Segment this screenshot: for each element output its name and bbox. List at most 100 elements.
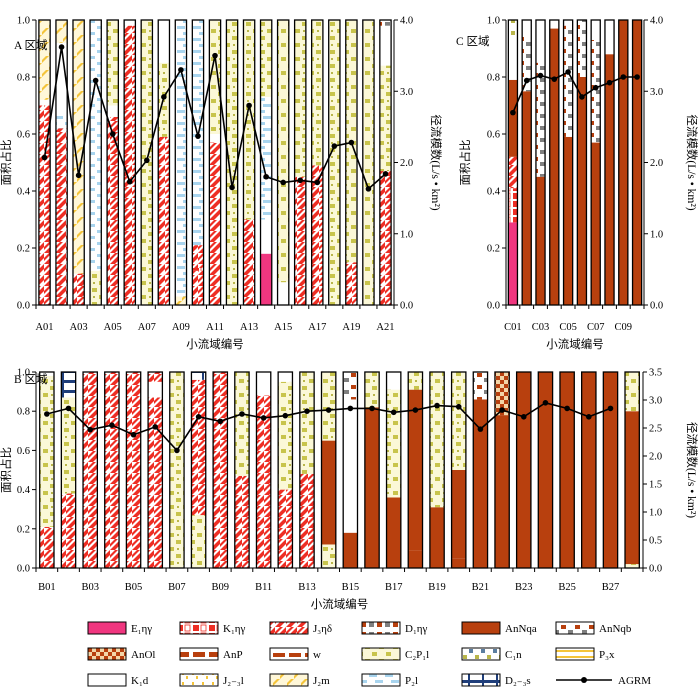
- bar-C01: [507, 19, 519, 306]
- agrm-point-A14: [263, 173, 269, 180]
- bar-segment-K1d: [522, 20, 532, 35]
- bar-segment-J3nd: [311, 165, 323, 305]
- legend-item-C2P1l: C₂P₁l: [361, 647, 429, 661]
- agrm-point-A20: [365, 186, 372, 192]
- agrm-point-B25: [564, 405, 570, 412]
- agrm-point-C05: [565, 69, 571, 75]
- legend-swatch: [269, 647, 309, 661]
- agrm-point-B24: [542, 400, 549, 406]
- bar-B15: [342, 371, 359, 569]
- bar-segment-AnNqa: [408, 389, 423, 551]
- bar-segment-K1d: [386, 372, 401, 390]
- agrm-point-A17: [314, 179, 321, 186]
- agrm-point-B01: [44, 411, 50, 417]
- bar-A21: [379, 19, 392, 306]
- agrm-point-C06: [579, 94, 585, 100]
- agrm-point-B06: [152, 424, 159, 430]
- bar-A11: [208, 19, 222, 306]
- bar-A20: [362, 19, 375, 306]
- x-tick-label: A17: [308, 322, 326, 333]
- bar-segment-J3nd: [158, 136, 170, 305]
- bar-B07: [169, 371, 185, 569]
- y-tick-label-right: 2.0: [649, 452, 662, 463]
- bar-A16: [293, 19, 307, 306]
- bar-segment-AnNqa: [591, 142, 601, 305]
- legend-item-P2l: P₂l: [361, 673, 418, 687]
- y-tick-label-left: 1.0: [487, 16, 500, 27]
- bar-B01: [39, 371, 55, 569]
- legend-label: K₁d: [131, 675, 149, 687]
- x-axis-label: 小流域编号: [546, 337, 604, 351]
- bar-segment-C2P1l: [362, 20, 375, 305]
- agrm-point-B02: [65, 405, 72, 412]
- bar-segment-J2m: [72, 20, 85, 274]
- bar-segment-D1ng: [379, 20, 392, 26]
- legend-swatch: [555, 647, 595, 661]
- bar-A02: [55, 19, 68, 306]
- legend-swatch: [555, 621, 595, 635]
- bar-segment-J3nd: [148, 372, 163, 382]
- bar-segment-AnNqa: [581, 372, 596, 568]
- bar-segment-J3nd: [72, 273, 85, 305]
- y-axis-label-right: 径流模数(L/s • km²): [429, 114, 443, 210]
- bar-A18: [328, 19, 341, 306]
- bar-segment-AnNqa: [451, 558, 466, 568]
- bar-segment-J3nd: [278, 489, 293, 568]
- agrm-point-A06: [126, 178, 133, 185]
- agrm-point-B04: [109, 422, 115, 429]
- bar-B11: [255, 371, 272, 569]
- bar-B27: [602, 371, 619, 569]
- bar-segment-AnNqa: [516, 372, 531, 568]
- agrm-point-A09: [178, 67, 184, 73]
- legend-swatch: [87, 621, 127, 635]
- y-tick-label-right: 0.0: [649, 564, 662, 575]
- y-axis-label-right: 径流模数(L/s • km²): [685, 422, 699, 518]
- y-tick-label-left: 0.6: [17, 446, 30, 457]
- y-tick-label-right: 0.0: [650, 301, 663, 312]
- x-tick-label: A05: [104, 322, 122, 333]
- y-tick-label-right: 4.0: [650, 16, 663, 27]
- bar-B08: [190, 371, 207, 569]
- legend-item-E1ng: E₁ηγ: [87, 621, 152, 635]
- y-axis-label-right: 径流模数(L/s • km²): [685, 114, 699, 210]
- agrm-point-B13: [304, 408, 310, 415]
- x-tick-label: C01: [504, 322, 522, 333]
- bar-B22: [494, 371, 510, 569]
- bar-segment-C2P1l: [191, 515, 206, 568]
- agrm-point-C08: [606, 79, 613, 86]
- legend-item-D1ng: D₁ηγ: [361, 621, 428, 635]
- y-tick-label-left: 0.4: [487, 187, 501, 198]
- bar-segment-C2P1l: [226, 20, 238, 305]
- agrm-point-A21: [382, 171, 389, 177]
- bar-segment-J3nd: [104, 372, 120, 568]
- legend-label: P₂l: [405, 675, 418, 687]
- agrm-point-A05: [109, 131, 116, 137]
- bar-B23: [515, 371, 532, 569]
- agrm-point-A11: [212, 52, 218, 59]
- bar-A15: [276, 19, 290, 306]
- bar-segment-AnNqb: [563, 25, 573, 137]
- bar-segment-C2P1l: [277, 20, 289, 283]
- bar-segment-AnNqa: [522, 91, 532, 305]
- agrm-point-B15: [347, 405, 354, 412]
- bar-segment-K1d: [278, 372, 293, 382]
- bar-segment-C2P1l: [209, 20, 221, 134]
- bar-segment-K1d: [343, 399, 358, 533]
- bar-segment-P2l: [175, 20, 187, 297]
- bar-segment-AnNqa: [343, 532, 358, 568]
- x-tick-label: B21: [472, 582, 490, 593]
- bar-segment-C2P1l: [311, 20, 323, 166]
- agrm-point-B07: [174, 447, 180, 454]
- agrm-point-B09: [217, 418, 224, 425]
- y-tick-label-left: 1.0: [17, 368, 30, 379]
- legend-label: C₂P₁l: [405, 649, 429, 661]
- bar-segment-K1ng: [508, 188, 518, 223]
- agrm-point-A16: [297, 177, 304, 184]
- bar-segment-K1d: [563, 20, 573, 26]
- bar-segment-J2m: [175, 296, 187, 305]
- y-tick-label-right: 2.0: [400, 158, 413, 169]
- legend-label: D₁ηγ: [405, 623, 428, 635]
- y-tick-label-right: 2.0: [650, 158, 663, 169]
